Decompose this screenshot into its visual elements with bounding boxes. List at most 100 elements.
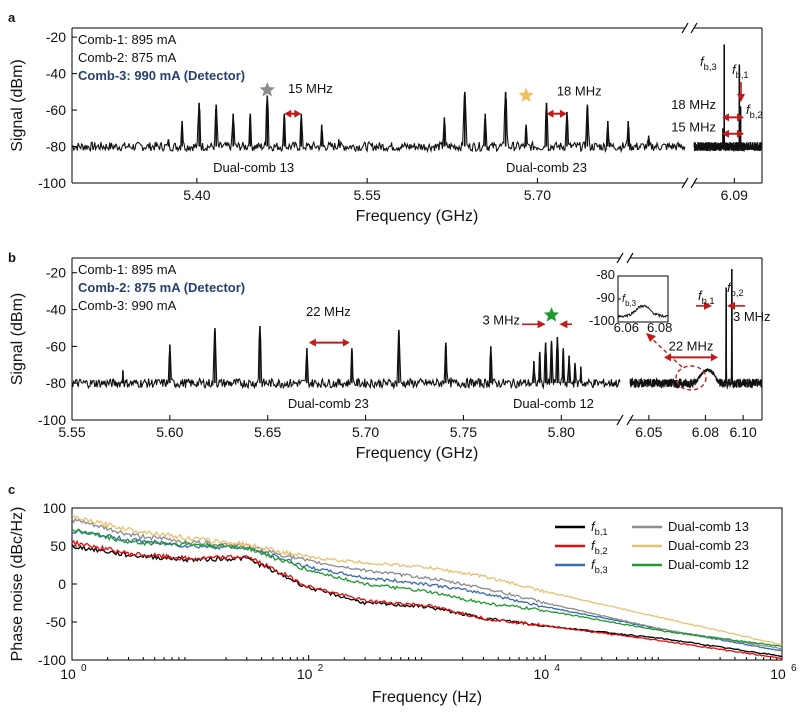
- panel-b-ytick-label: -100: [38, 412, 66, 428]
- panel-a-star-marker: [259, 82, 275, 97]
- panel-c-xtick-exponent: 4: [554, 663, 560, 674]
- panel-c-legend-label: fb,2: [591, 538, 608, 556]
- panel-b-comb-setting: Comb-2: 875 mA (Detector): [78, 280, 245, 295]
- panel-a-spacing-label: 15 MHz: [288, 81, 333, 96]
- panel-a-xtick-label: 5.70: [524, 187, 551, 203]
- panel-a-spacing-label: 18 MHz: [671, 97, 716, 112]
- panel-c-label: c: [8, 482, 15, 497]
- panel-b-comb-setting: Comb-3: 990 mA: [78, 298, 177, 313]
- panel-b-spacing-arrow-head: [727, 301, 735, 310]
- panel-a-xtick-label: 5.55: [354, 187, 381, 203]
- panel-a-spacing-arrow-head-left: [284, 109, 292, 118]
- panel-c-xtick-label: 10: [770, 666, 786, 682]
- panel-a-peak-label-sub: b,1: [736, 70, 749, 80]
- panel-b-axis-break: [626, 252, 634, 264]
- panel-c-legend-label-base: f: [591, 538, 596, 553]
- panel-c-xtick-exponent: 2: [318, 663, 324, 674]
- panel-b-zoom-pointer-head: [646, 333, 656, 342]
- panel-c-series-4: [71, 514, 783, 646]
- panel-b-inset-xtick-label: 6.06: [614, 320, 639, 335]
- panel-c-legend-label-sub: b,3: [595, 565, 608, 575]
- panel-c-ylabel: Phase noise (dBc/Hz): [9, 507, 26, 662]
- panel-b-dualcomb-label: Dual-comb 12: [513, 396, 594, 411]
- panel-a-spacing-arrow-head-left: [546, 109, 554, 118]
- panel-a-dualcomb-label: Dual-comb 23: [506, 160, 587, 175]
- panel-b-spacing-arrow-head: [704, 301, 712, 310]
- panel-b-peak-label-base: f: [698, 288, 703, 303]
- panel-a-axis-break: [681, 22, 689, 34]
- panel-c-legend-label: fb,3: [591, 557, 608, 575]
- panel-b-xtick-label: 5.60: [156, 424, 183, 440]
- panel-a-spacing-label: 18 MHz: [557, 84, 602, 99]
- panel-a-peak-label-base: f: [732, 62, 737, 77]
- panel-a-spectrum-trace-1: [693, 44, 763, 153]
- panel-c-xtick-label: 10: [297, 666, 313, 682]
- panel-a-peak-label-sub: b,2: [750, 110, 763, 120]
- panel-b-peak-label-base: f: [727, 280, 732, 295]
- panel-c-legend-label-base: f: [591, 519, 596, 534]
- panel-b-spacing-label: 3 MHz: [733, 309, 771, 324]
- panel-a-ytick-label: -20: [46, 29, 66, 45]
- panel-b-inset-ytick-label: -80: [596, 267, 615, 282]
- panel-a-comb-setting: Comb-1: 895 mA: [78, 32, 177, 47]
- panel-b-peak-label: fb,1: [698, 288, 715, 306]
- panel-a-ytick-label: -100: [38, 175, 66, 191]
- panel-b-xtick-label: 5.75: [450, 424, 477, 440]
- panel-a-ytick-label: -40: [46, 66, 66, 82]
- panel-c-xlabel: Frequency (Hz): [372, 689, 482, 706]
- panel-b-spacing-label: 3 MHz: [482, 313, 520, 328]
- panel-b-inset-trace: [617, 304, 669, 319]
- panel-b-ytick-label: -60: [46, 338, 66, 354]
- panel-c-legend-label-sub: b,2: [595, 546, 608, 556]
- panel-b-inset-label: fb,3: [622, 293, 637, 308]
- panel-a-comb-setting: Comb-2: 875 mA: [78, 50, 177, 65]
- panel-b-ylabel: Signal (dBm): [9, 293, 26, 385]
- panel-c-legend-label: Dual-comb 12: [668, 557, 749, 572]
- panel-b-ytick-label: -80: [46, 375, 66, 391]
- panel-b-axis-break: [626, 414, 634, 426]
- panel-b-spacing-arrow-head: [559, 320, 568, 329]
- panel-c-ytick-label: 100: [43, 500, 67, 516]
- panel-c-xtick-exponent: 6: [791, 663, 797, 674]
- panel-b-xtick-label: 5.80: [548, 424, 575, 440]
- panel-c-ytick-label: -50: [46, 614, 66, 630]
- panel-b-axis-break: [616, 414, 624, 426]
- panel-c-xtick-exponent: 0: [81, 663, 87, 674]
- panel-a-spectrum-trace-0: [71, 92, 686, 154]
- panel-b-xtick-label: 6.10: [730, 424, 757, 440]
- panel-a-xtick-label: 6.09: [721, 187, 748, 203]
- panel-b-spacing-label: 22 MHz: [669, 338, 714, 353]
- panel-a-peak-label: fb,2: [746, 102, 763, 120]
- panel-c-ytick-label: -100: [38, 652, 66, 668]
- panel-b-spacing-arrow-head-left: [664, 353, 671, 362]
- panel-a-ytick-label: -60: [46, 102, 66, 118]
- panel-c-ytick-label: 0: [58, 576, 66, 592]
- panel-b-xlabel: Frequency (GHz): [356, 445, 479, 462]
- panel-b-inset-xtick-label: 6.08: [647, 320, 672, 335]
- panel-c-xtick-label: 10: [60, 666, 76, 682]
- panel-b-spacing-arrow-head: [537, 320, 546, 329]
- panel-a-xtick-label: 5.40: [183, 187, 210, 203]
- panel-b-xtick-label: 6.05: [635, 424, 662, 440]
- panel-a-axis-break: [690, 22, 698, 34]
- panel-a-dualcomb-label: Dual-comb 13: [213, 160, 294, 175]
- panel-c-legend-label: Dual-comb 23: [668, 538, 749, 553]
- panel-a-xlabel: Frequency (GHz): [356, 208, 479, 225]
- panel-a-peak-label: fb,3: [700, 54, 717, 72]
- panel-b-label: b: [8, 250, 16, 265]
- panel-b-spacing-arrow-head-right: [342, 338, 350, 347]
- panel-a-spacing-arrow-head-right: [559, 109, 567, 118]
- panel-c-legend-label-sub: b,1: [595, 527, 608, 537]
- panel-b-inset-label-sub: b,3: [625, 299, 637, 308]
- panel-a-spacing-arrow-head-left: [722, 113, 729, 122]
- panel-b-zoom-pointer: [649, 336, 683, 368]
- panel-b-dualcomb-label: Dual-comb 23: [288, 396, 369, 411]
- panel-a-spacing-arrow-head-right: [737, 129, 744, 138]
- panel-b-inset-ytick-label: -100: [589, 313, 615, 328]
- panel-b-peak-label-sub: b,1: [702, 296, 715, 306]
- panel-c-ytick-label: 50: [50, 538, 66, 554]
- panel-c-legend-label-base: f: [591, 557, 596, 572]
- panel-b-inset-ytick-label: -90: [596, 290, 615, 305]
- panel-c-xtick-label: 10: [534, 666, 550, 682]
- panel-b-star-marker: [543, 307, 560, 322]
